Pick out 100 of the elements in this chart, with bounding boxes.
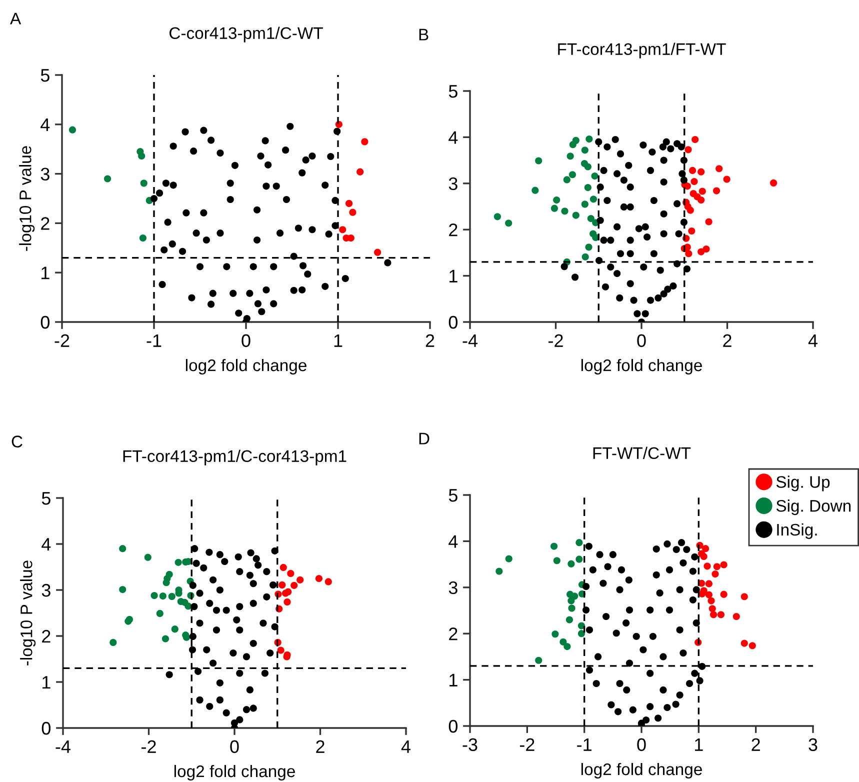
point	[587, 214, 594, 222]
point	[692, 136, 699, 144]
point	[550, 204, 558, 212]
x-tick-label: 2	[723, 334, 732, 347]
point	[561, 208, 568, 215]
point	[119, 545, 126, 552]
legend-label: InSig.	[777, 523, 817, 539]
x-tick-label: -2	[520, 738, 534, 751]
y-tick-label: 3	[448, 581, 458, 594]
x-tick-label: -1	[146, 334, 162, 347]
point	[553, 196, 560, 204]
x-tick-label: 2	[752, 738, 760, 751]
y-axis-title: -log10 P value	[20, 560, 36, 666]
point	[150, 592, 158, 600]
point	[188, 646, 196, 654]
y-tick-label: 3	[448, 177, 458, 190]
chart-title: C-cor413-pm1/C-WT	[170, 26, 323, 42]
point	[702, 245, 710, 253]
x-tick-label: 2	[426, 334, 434, 347]
point	[740, 640, 748, 647]
point	[349, 208, 356, 216]
point	[581, 146, 588, 154]
point	[374, 248, 382, 256]
point	[196, 590, 204, 597]
x-axis-title: log2 fold change	[174, 764, 295, 781]
x-tick-label: -1	[577, 738, 592, 751]
x-tick-label: 0	[230, 740, 239, 754]
y-tick-label: 4	[448, 131, 458, 144]
point	[713, 563, 720, 570]
point	[576, 539, 583, 546]
x-tick-label: -4	[56, 740, 70, 753]
x-tick-label: -2	[142, 740, 156, 753]
point	[104, 175, 112, 182]
y-tick-label: 5	[448, 489, 458, 502]
point	[324, 578, 332, 586]
point	[216, 696, 224, 704]
point	[712, 570, 719, 578]
point	[698, 196, 705, 204]
y-tick-label: 2	[42, 630, 50, 643]
point	[356, 168, 364, 176]
point	[346, 200, 353, 207]
point	[278, 581, 286, 588]
y-tick-label: 0	[42, 722, 50, 735]
y-tick-label: 1	[42, 266, 50, 280]
x-axis-title: log2 fold change	[581, 762, 702, 779]
point	[712, 187, 720, 194]
x-tick-label: -3	[462, 738, 478, 752]
point	[535, 157, 542, 164]
point	[242, 706, 250, 714]
point	[590, 196, 598, 203]
point	[184, 602, 192, 610]
point	[254, 562, 262, 569]
y-tick-label: 1	[450, 674, 458, 686]
point	[287, 570, 294, 577]
point	[156, 610, 164, 617]
y-tick-label: 1	[42, 676, 50, 689]
text: A	[10, 12, 22, 24]
point	[698, 188, 706, 195]
point	[684, 146, 692, 154]
point	[68, 126, 76, 134]
point	[250, 580, 257, 588]
point	[246, 686, 254, 694]
point	[553, 557, 560, 564]
point	[261, 670, 268, 677]
point	[572, 136, 580, 144]
point	[560, 638, 567, 646]
point	[505, 220, 512, 227]
point	[270, 581, 277, 588]
point	[280, 564, 287, 571]
point	[203, 646, 210, 654]
point	[563, 176, 570, 184]
point	[277, 646, 284, 654]
point	[705, 580, 712, 588]
chart-title: FT-WT/C-WT	[593, 446, 691, 460]
x-tick-label: -4	[462, 334, 478, 347]
x-tick-label: 1	[695, 738, 703, 751]
point	[723, 176, 730, 183]
y-tick-label: 0	[40, 316, 50, 329]
x-axis-title: log2 fold change	[186, 358, 306, 375]
point	[212, 626, 220, 634]
point	[192, 560, 200, 567]
point	[564, 642, 571, 650]
point	[296, 576, 304, 584]
point	[263, 568, 270, 576]
y-tick-label: 2	[449, 224, 458, 236]
point	[568, 604, 576, 612]
y-tick-label: 0	[448, 720, 458, 733]
point	[688, 227, 696, 235]
point	[210, 660, 217, 667]
point	[568, 560, 575, 568]
point	[698, 168, 705, 176]
x-tick-label: 3	[808, 738, 818, 752]
point	[171, 626, 178, 633]
point	[361, 138, 368, 146]
point	[717, 611, 724, 618]
point	[260, 620, 267, 627]
text: C	[12, 436, 22, 448]
point	[206, 702, 214, 710]
point	[216, 551, 224, 558]
point	[578, 622, 586, 630]
